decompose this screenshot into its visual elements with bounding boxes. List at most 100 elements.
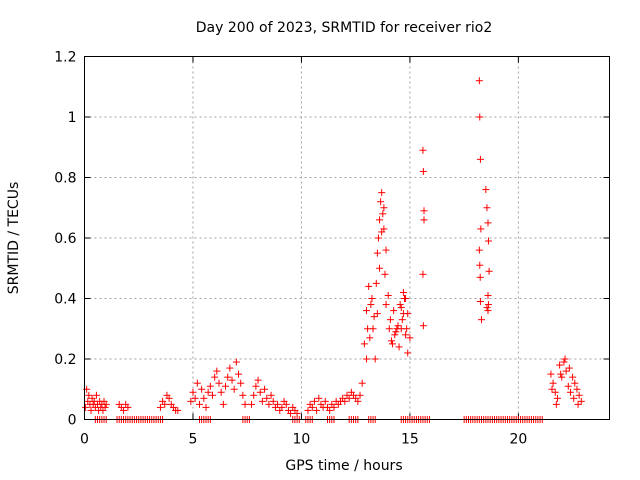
- data-point: [562, 367, 570, 375]
- data-point: [420, 207, 428, 215]
- data-point: [483, 204, 491, 212]
- data-point: [419, 270, 427, 278]
- data-point: [92, 391, 100, 399]
- data-point: [571, 379, 579, 387]
- data-point: [202, 403, 210, 411]
- data-point: [384, 291, 392, 299]
- data-point: [195, 400, 203, 408]
- data-point: [553, 394, 561, 402]
- y-tick-label: 0.8: [54, 171, 76, 187]
- data-point: [365, 282, 373, 290]
- data-point: [189, 388, 197, 396]
- data-point: [228, 376, 236, 384]
- data-point: [485, 267, 493, 275]
- data-point: [360, 340, 368, 348]
- data-point: [237, 379, 245, 387]
- x-tick-label: 20: [509, 432, 527, 448]
- y-axis-label: SRMTID / TECUs: [6, 182, 22, 295]
- data-point: [252, 382, 260, 390]
- data-point: [373, 249, 381, 257]
- data-point: [419, 146, 427, 154]
- data-point: [371, 355, 379, 363]
- y-tick-label: 0.2: [54, 352, 76, 368]
- data-point: [381, 270, 389, 278]
- grid-lines: [84, 56, 610, 420]
- data-point: [161, 400, 169, 408]
- data-point: [379, 210, 387, 218]
- axis-ticks: 0 0.2 0.4 0.6 0.8 1 1.2 0 5 10 15 20: [54, 50, 610, 448]
- data-point: [478, 316, 486, 324]
- x-tick-label: 15: [401, 432, 419, 448]
- x-tick-label: 5: [189, 432, 198, 448]
- data-point: [477, 225, 485, 233]
- data-point: [248, 400, 256, 408]
- data-point: [484, 291, 492, 299]
- data-point: [376, 264, 384, 272]
- data-point: [380, 225, 388, 233]
- data-point: [254, 376, 262, 384]
- data-point: [574, 400, 582, 408]
- data-point: [476, 273, 484, 281]
- data-point: [385, 325, 393, 333]
- data-point: [222, 382, 230, 390]
- data-point: [256, 388, 264, 396]
- data-point: [372, 279, 380, 287]
- data-point: [475, 246, 483, 254]
- data-point: [367, 301, 375, 309]
- data-point: [377, 198, 385, 206]
- chart-title: Day 200 of 2023, SRMTID for receiver rio…: [196, 20, 493, 36]
- data-point: [204, 388, 212, 396]
- data-point: [198, 385, 206, 393]
- data-point: [239, 391, 247, 399]
- data-point: [548, 385, 556, 393]
- data-point: [354, 397, 362, 405]
- data-point: [187, 397, 195, 405]
- data-point: [475, 77, 483, 85]
- x-axis-label: GPS time / hours: [285, 458, 402, 474]
- data-point: [570, 394, 578, 402]
- data-point: [419, 322, 427, 330]
- data-point: [230, 385, 238, 393]
- data-point: [313, 406, 321, 414]
- data-point: [556, 361, 564, 369]
- data-point: [356, 391, 364, 399]
- y-tick-label: 0.6: [54, 231, 76, 247]
- data-point: [396, 301, 404, 309]
- data-point: [484, 307, 492, 315]
- data-point: [482, 186, 490, 194]
- data-point: [406, 334, 414, 342]
- data-point: [124, 403, 132, 411]
- data-point: [476, 298, 484, 306]
- data-point: [565, 364, 573, 372]
- data-point: [373, 310, 381, 318]
- data-point: [85, 391, 93, 399]
- data-point: [484, 237, 492, 245]
- data-point: [380, 204, 388, 212]
- data-point: [345, 394, 353, 402]
- data-point: [370, 313, 378, 321]
- data-point: [391, 331, 399, 339]
- data-point: [263, 394, 271, 402]
- data-point: [402, 295, 410, 302]
- data-point: [483, 304, 491, 312]
- data-point: [390, 307, 398, 315]
- data-point: [403, 325, 411, 333]
- data-point: [368, 295, 376, 302]
- data-points: [82, 77, 585, 423]
- data-point: [389, 340, 397, 348]
- data-point: [382, 301, 390, 309]
- data-point: [547, 370, 555, 378]
- data-point: [241, 400, 249, 408]
- data-point: [573, 385, 581, 393]
- data-point: [274, 400, 282, 408]
- data-point: [250, 391, 258, 399]
- data-point: [560, 358, 568, 366]
- data-point: [358, 379, 366, 387]
- data-point: [484, 219, 492, 227]
- data-point: [420, 216, 428, 224]
- data-point: [551, 388, 559, 396]
- data-point: [82, 403, 90, 411]
- data-point: [476, 155, 484, 163]
- data-point: [287, 409, 295, 417]
- data-point: [476, 261, 484, 269]
